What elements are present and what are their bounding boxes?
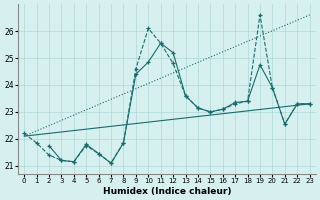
X-axis label: Humidex (Indice chaleur): Humidex (Indice chaleur) (103, 187, 231, 196)
